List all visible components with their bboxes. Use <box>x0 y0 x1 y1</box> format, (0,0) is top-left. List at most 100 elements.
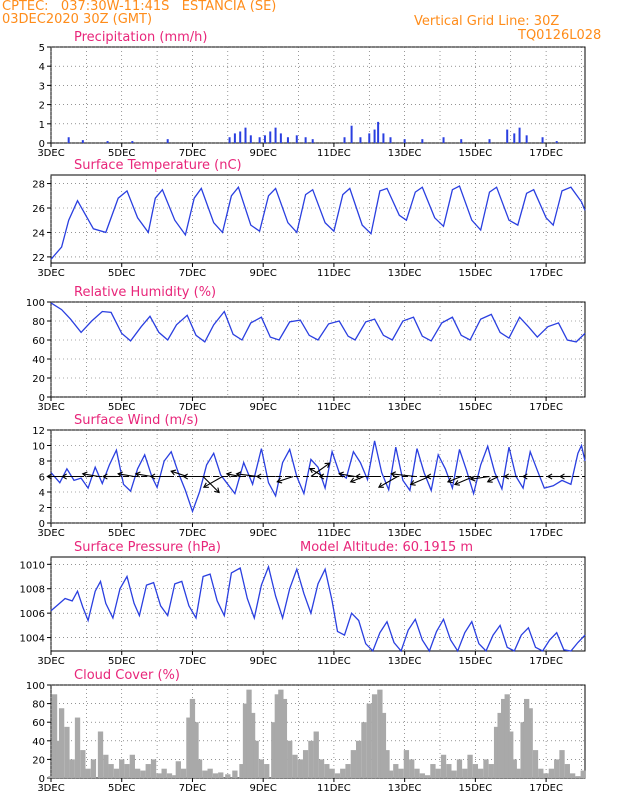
precip-bar <box>81 140 84 143</box>
precip-bar <box>166 139 169 143</box>
precip-bar <box>359 137 362 143</box>
cloud-bar <box>124 764 130 778</box>
cloud-bar <box>161 768 167 778</box>
x-tick-label: 15DEC <box>459 268 493 279</box>
y-tick-label: 1010 <box>20 560 45 571</box>
cloud-bar <box>384 750 390 778</box>
cloud-bar <box>497 712 503 778</box>
cloud-bar <box>520 722 526 778</box>
x-tick-label: 7DEC <box>179 656 206 667</box>
cloud-bar <box>419 773 425 778</box>
precip-bar <box>67 137 70 143</box>
panel-title: Surface Temperature (nC) <box>74 158 242 173</box>
x-tick-label: 11DEC <box>317 402 351 413</box>
wind-arrowhead <box>354 473 361 480</box>
x-tick-label: 5DEC <box>108 402 135 413</box>
grid-line-note: Vertical Grid Line: 30Z <box>414 14 560 29</box>
cloud-bar <box>175 761 181 778</box>
wind-arrowhead <box>61 473 67 480</box>
cloud-bar <box>69 759 75 778</box>
x-tick-label: 3DEC <box>37 656 64 667</box>
panel-4: 0 2 4 6 8 10 12 3DEC 5DEC 7DEC 9DEC 11DEC 13DEC 15DEC… <box>32 413 586 539</box>
wind-arrowhead <box>425 473 432 480</box>
wind-arrowhead <box>521 473 528 480</box>
cloud-bar <box>172 775 178 778</box>
x-tick-label: 15DEC <box>459 402 493 413</box>
x-tick-label: 9DEC <box>249 528 276 539</box>
x-tick-label: 9DEC <box>249 268 276 279</box>
cloud-bar <box>451 770 457 778</box>
x-tick-label: 13DEC <box>388 528 422 539</box>
wind-arrowhead <box>559 473 565 480</box>
precip-bar <box>350 125 353 143</box>
cloud-bar <box>435 768 441 778</box>
precip-bar <box>373 129 376 143</box>
x-tick-label: 3DEC <box>37 148 64 159</box>
x-tick-label: 17DEC <box>529 656 563 667</box>
x-tick-label: 5DEC <box>108 783 135 794</box>
cloud-bar <box>74 717 81 778</box>
x-tick-label: 5DEC <box>108 268 135 279</box>
cloud-bar <box>103 754 109 778</box>
panel-title: Surface Wind (m/s) <box>74 413 198 428</box>
x-tick-label: 5DEC <box>108 528 135 539</box>
cloud-bar <box>140 770 146 778</box>
wind-arrowhead <box>170 469 177 476</box>
cloud-bar <box>424 775 431 778</box>
y-tick-label: 0 <box>39 519 45 530</box>
panel-title: Relative Humidity (%) <box>74 285 216 300</box>
wind-vector <box>487 476 499 483</box>
cloud-bar <box>446 764 452 778</box>
x-tick-label: 15DEC <box>459 783 493 794</box>
precip-bar <box>343 137 346 143</box>
wind-vector <box>339 473 356 478</box>
precip-bar <box>295 135 298 143</box>
cloud-bar <box>371 694 378 778</box>
station-header: CPTEC: 037:30W-11:41S ESTANCIA (SE) <box>2 0 277 14</box>
cloud-bar <box>212 773 219 778</box>
y-tick-label: 6 <box>39 473 45 484</box>
precip-bar <box>239 131 242 143</box>
x-tick-label: 5DEC <box>108 656 135 667</box>
precip-bar <box>286 137 289 143</box>
cloud-bar <box>308 740 314 778</box>
cloud-bar <box>493 726 500 778</box>
precip-bar <box>442 137 445 143</box>
y-tick-label: 4 <box>39 488 45 499</box>
y-tick-label: 12 <box>32 426 45 437</box>
cloud-bar <box>80 750 86 778</box>
wind-arrowhead <box>338 471 344 478</box>
cloud-bar <box>207 768 213 778</box>
x-tick-label: 17DEC <box>529 783 563 794</box>
cloud-bar <box>569 773 576 778</box>
cloud-bar <box>580 770 586 778</box>
y-tick-label: 4 <box>39 62 45 73</box>
wind-arrowhead <box>446 477 453 484</box>
x-tick-label: 15DEC <box>459 528 493 539</box>
y-tick-label: 10 <box>32 442 45 453</box>
precip-bar <box>460 139 463 143</box>
cloud-bar <box>297 759 303 778</box>
cloud-bar <box>85 768 91 778</box>
y-tick-label: 28 <box>32 180 45 191</box>
wind-arrowhead <box>486 477 493 483</box>
cloud-bar <box>180 768 187 778</box>
series-line <box>50 185 586 260</box>
cloud-bar <box>508 731 514 778</box>
precip-bar <box>279 133 282 143</box>
y-tick-label: 60 <box>32 718 45 729</box>
cloud-bar <box>48 776 54 778</box>
cloud-bar <box>134 768 141 778</box>
precip-bar <box>368 133 371 143</box>
model-id: TQ0126L028 <box>518 28 602 43</box>
precip-bar <box>513 133 516 143</box>
wind-arrowhead <box>134 471 141 478</box>
wind-vector <box>470 475 490 480</box>
y-tick-label: 40 <box>32 355 45 366</box>
cloud-bar <box>430 764 436 778</box>
cloud-bar <box>108 764 114 778</box>
panel-annotation: Model Altitude: 60.1915 m <box>300 540 473 555</box>
x-tick-label: 15DEC <box>459 148 493 159</box>
wind-arrowhead <box>390 471 397 478</box>
cloud-bar <box>271 722 277 778</box>
